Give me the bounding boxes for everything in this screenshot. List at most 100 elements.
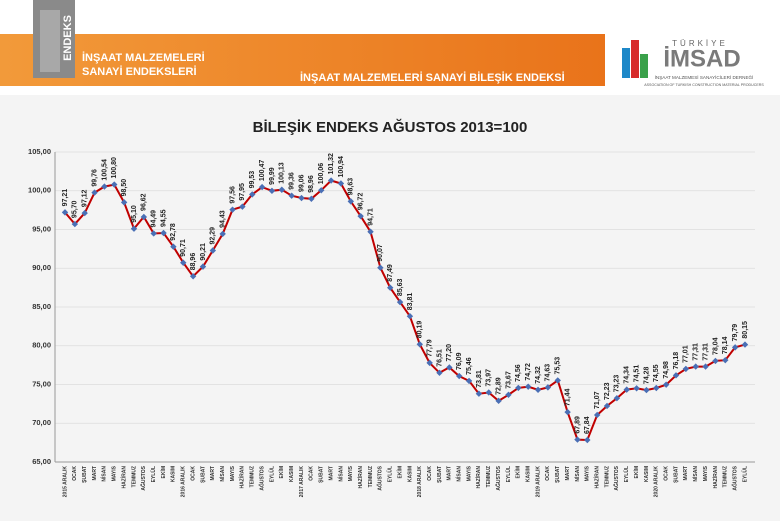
data-label: 98,96 <box>308 175 315 193</box>
marker <box>337 180 345 187</box>
data-label: 73,67 <box>505 371 512 389</box>
data-label: 96,62 <box>141 193 148 211</box>
x-tick-label: TEMMUZ <box>368 466 374 487</box>
data-label: 99,99 <box>269 167 276 185</box>
x-tick-label: EYLÜL <box>150 466 157 482</box>
y-tick-label: 90,00 <box>32 263 51 272</box>
brand-line: İNŞAAT MALZEMESİ SANAYİCİLERİ DERNEĞİ <box>655 74 754 80</box>
data-label: 78,14 <box>722 337 729 355</box>
marker <box>662 381 670 388</box>
marker <box>91 189 98 196</box>
x-tick-label: MART <box>328 466 334 480</box>
logo-text: ENDEKS <box>62 15 74 61</box>
marker <box>71 220 79 228</box>
x-tick-label: 2019 ARALIK <box>535 466 541 498</box>
plot: 65,00 70,00 75,00 80,00 85,00 90,00 95,00 100,0… <box>28 147 755 497</box>
y-tick-label: 80,00 <box>32 341 51 350</box>
data-label: 74,55 <box>653 364 660 382</box>
x-tick-label: OCAK <box>190 466 196 481</box>
x-tick-label: 2018 ARALIK <box>417 466 423 498</box>
x-tick-label: EYLÜL <box>623 466 630 482</box>
data-label: 100,94 <box>338 156 345 178</box>
x-tick-label: EKİM <box>278 466 285 479</box>
header-subtitle: İNŞAAT MALZEMELERİ SANAYİ BİLEŞİK ENDEKS… <box>300 71 565 84</box>
y-tick-label: 105,00 <box>28 147 51 156</box>
x-tick-label: NİSAN <box>456 466 463 482</box>
x-tick-label: AĞUSTOS <box>257 465 265 490</box>
x-tick-label: ŞUBAT <box>437 466 443 483</box>
data-label: 76,09 <box>456 352 463 370</box>
marker <box>101 183 108 190</box>
marker <box>180 259 187 266</box>
marker <box>308 195 315 203</box>
marker <box>682 365 690 373</box>
marker <box>741 341 749 348</box>
data-label: 77,01 <box>683 345 690 363</box>
data-label: 90,21 <box>200 243 207 261</box>
x-tick-label: HAZİRAN <box>475 466 482 489</box>
data-label: 94,71 <box>367 208 374 226</box>
x-tick-label: 2015 ARALIK <box>62 466 68 498</box>
data-label: 80,15 <box>742 321 749 339</box>
data-label: 74,98 <box>663 361 670 379</box>
data-label: 74,72 <box>525 363 532 381</box>
x-tick-label: HAZİRAN <box>120 466 127 489</box>
x-tick-label: KASIM <box>171 466 177 482</box>
marker <box>170 243 177 250</box>
marker <box>574 436 581 443</box>
header-bar <box>0 34 605 86</box>
data-label: 77,79 <box>426 339 433 357</box>
data-label: 97,56 <box>229 186 236 204</box>
data-label: 94,43 <box>220 210 227 228</box>
data-label: 94,55 <box>160 209 167 227</box>
marker <box>81 209 88 217</box>
marker <box>524 383 532 390</box>
marker <box>347 198 354 205</box>
data-label: 71,44 <box>564 388 571 406</box>
marker <box>712 357 719 365</box>
marker <box>377 264 384 271</box>
marker <box>426 359 433 367</box>
data-label: 97,12 <box>82 189 89 207</box>
x-tick-label: ŞUBAT <box>82 466 88 483</box>
data-label: 98,50 <box>121 179 128 197</box>
marker <box>653 384 660 392</box>
x-tick-label: EKİM <box>396 466 403 479</box>
logo-inner <box>40 10 60 72</box>
data-label: 77,31 <box>702 343 709 361</box>
data-label: 100,54 <box>101 159 108 181</box>
x-tick-label: HAZİRAN <box>712 466 719 489</box>
x-tick-label: MAYIS <box>348 465 354 481</box>
x-tick-label: 2017 ARALIK <box>299 466 305 498</box>
x-tick-label: HAZİRAN <box>239 466 246 489</box>
data-label: 90,07 <box>377 244 384 262</box>
marker <box>475 390 483 397</box>
x-tick-label: NİSAN <box>219 466 226 482</box>
x-tick-label: MAYIS <box>703 465 709 481</box>
brand-line: ASSOCIATION OF TURKISH CONSTRUCTION MATE… <box>644 83 764 87</box>
data-label: 87,49 <box>387 264 394 282</box>
marker <box>367 228 374 235</box>
x-tick-label: TEMMUZ <box>604 466 610 487</box>
x-tick-label: EYLÜL <box>741 466 748 482</box>
data-label: 75,46 <box>466 357 473 375</box>
x-tick-label: MAYIS <box>230 465 236 481</box>
x-tick-label: NİSAN <box>101 466 108 482</box>
data-label: 77,31 <box>693 343 700 361</box>
data-label: 74,56 <box>515 364 522 382</box>
chart-title: BİLEŞİK ENDEKS AĞUSTOS 2013=100 <box>253 118 528 136</box>
x-tick-label: MART <box>683 466 689 480</box>
marker <box>387 284 394 291</box>
x-tick-label: ŞUBAT <box>555 466 561 483</box>
marker <box>150 230 157 237</box>
x-tick-label: MAYIS <box>466 465 472 481</box>
marker <box>534 386 542 393</box>
marker <box>613 395 621 402</box>
x-tick-label: OCAK <box>427 466 433 481</box>
x-tick-label: TEMMUZ <box>486 466 492 487</box>
data-label: 85,63 <box>397 278 404 296</box>
data-label: 95,10 <box>131 205 138 223</box>
x-tick-label: EYLÜL <box>268 466 275 482</box>
data-label: 72,89 <box>495 377 502 395</box>
